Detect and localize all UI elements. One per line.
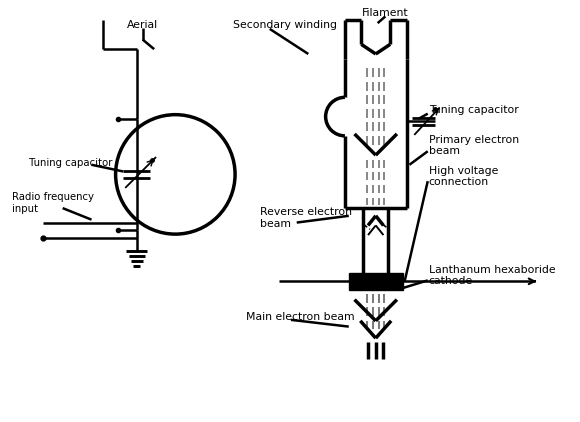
Text: Filament: Filament [362, 8, 409, 18]
Text: Primary electron
beam: Primary electron beam [429, 135, 519, 156]
Text: Aerial: Aerial [127, 20, 158, 30]
Text: Lanthanum hexaboride
cathode: Lanthanum hexaboride cathode [429, 265, 555, 287]
Text: Reverse electron
beam: Reverse electron beam [260, 207, 352, 229]
Text: Main electron beam: Main electron beam [246, 312, 354, 322]
Bar [349, 273, 403, 290]
Text: Radio frequency
input: Radio frequency input [12, 192, 93, 214]
Text: Tuning capacitor: Tuning capacitor [29, 158, 113, 168]
Text: Secondary winding: Secondary winding [233, 20, 337, 30]
Text: Tuning capacitor: Tuning capacitor [429, 105, 519, 115]
Text: High voltage
connection: High voltage connection [429, 165, 498, 187]
